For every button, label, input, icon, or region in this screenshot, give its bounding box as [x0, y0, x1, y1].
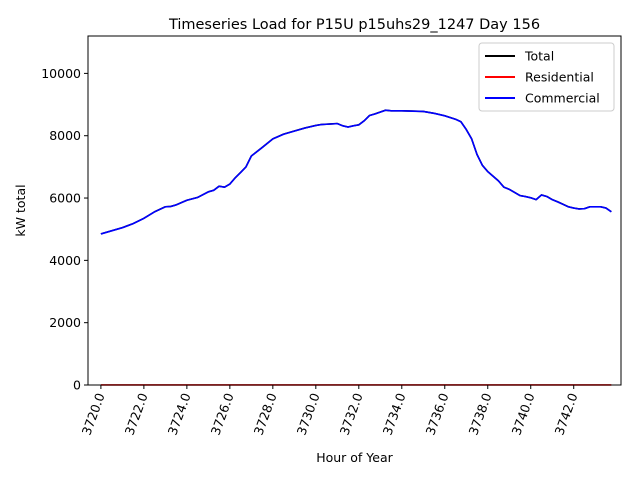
legend-label-commercial: Commercial — [525, 91, 600, 106]
y-tick-label: 2000 — [49, 315, 81, 330]
legend: Total Residential Commercial — [478, 42, 615, 112]
y-tick-label: 8000 — [49, 128, 81, 143]
y-axis-label: kW total — [13, 184, 28, 236]
y-axis-ticks: 0 2000 4000 6000 8000 10000 — [41, 66, 88, 393]
legend-box — [478, 42, 615, 112]
y-tick-label: 0 — [73, 378, 81, 393]
legend-label-residential: Residential — [525, 70, 594, 85]
plot-frame — [87, 35, 622, 386]
legend-label-total: Total — [524, 49, 554, 64]
x-axis-label: Hour of Year — [316, 450, 393, 465]
y-tick-label: 4000 — [49, 253, 81, 268]
y-tick-label: 10000 — [41, 66, 81, 81]
series-line-commercial — [100, 109, 612, 235]
chart-title: Timeseries Load for P15U p15uhs29_1247 D… — [168, 17, 540, 33]
y-tick-label: 6000 — [49, 191, 81, 206]
